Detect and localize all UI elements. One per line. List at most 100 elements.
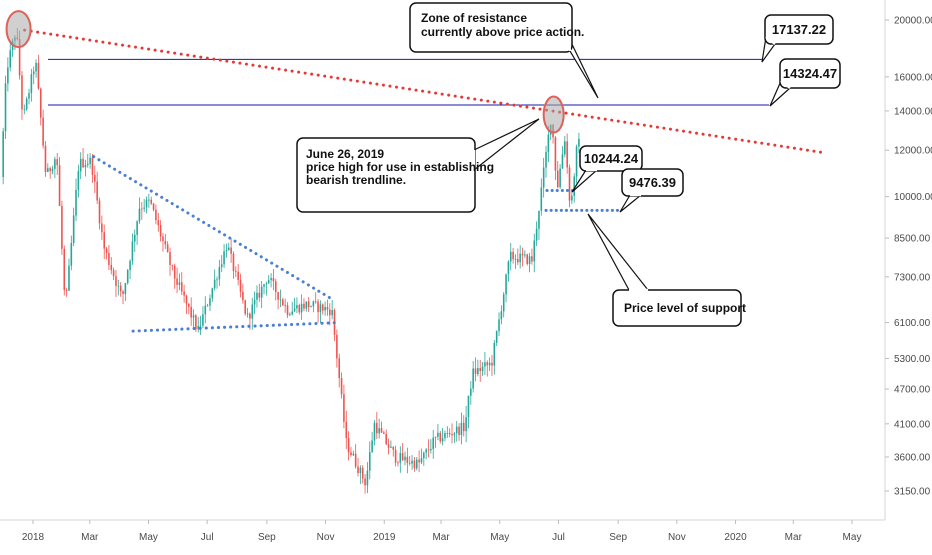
candle-body bbox=[28, 93, 30, 99]
candle-body bbox=[75, 189, 77, 216]
candle-body bbox=[213, 279, 216, 289]
candle-body bbox=[211, 288, 214, 299]
candle-body bbox=[470, 388, 472, 396]
candle-body bbox=[462, 422, 465, 432]
candle-body bbox=[345, 421, 348, 438]
candle-body bbox=[404, 456, 406, 461]
resistance-value-label-pointer-join bbox=[765, 36, 776, 45]
candle-body bbox=[282, 299, 284, 306]
candle-body bbox=[209, 298, 211, 306]
candle-body bbox=[42, 117, 44, 146]
candle-body bbox=[303, 303, 305, 309]
resistance-value-label-text: 14324.47 bbox=[783, 66, 837, 81]
candle-body bbox=[505, 274, 507, 295]
candle-body bbox=[32, 71, 35, 75]
candle-body bbox=[39, 88, 42, 118]
candle-body bbox=[411, 460, 413, 464]
candle-body bbox=[399, 453, 402, 463]
support-note-line: Price level of support bbox=[624, 301, 746, 315]
y-tick-label: 16000.00 bbox=[894, 72, 932, 83]
candle-body bbox=[96, 181, 98, 201]
candle-body bbox=[253, 299, 256, 305]
candle-body bbox=[507, 261, 510, 275]
candle-body bbox=[122, 291, 124, 294]
candle-body bbox=[77, 171, 80, 190]
support-value-label-pointer bbox=[571, 169, 599, 193]
candle-body bbox=[312, 301, 315, 307]
candle-body bbox=[227, 247, 230, 251]
resistance-note-line: Zone of resistance bbox=[421, 11, 527, 25]
x-tick-label: Mar bbox=[785, 532, 803, 543]
support-value-label-text: 10244.24 bbox=[584, 151, 639, 166]
y-tick-label: 20000.00 bbox=[894, 16, 932, 27]
candle-body bbox=[195, 315, 197, 330]
candle-body bbox=[371, 440, 373, 453]
candle-body bbox=[502, 294, 505, 312]
june-note-callout bbox=[296, 137, 476, 213]
resistance-note-line: currently above price action. bbox=[421, 25, 584, 39]
candle-body bbox=[51, 168, 54, 172]
candle-body bbox=[63, 248, 66, 290]
candle-body bbox=[86, 163, 89, 166]
resistance-value-label bbox=[779, 58, 841, 89]
candle-body bbox=[84, 165, 87, 168]
candle-body bbox=[533, 240, 536, 262]
candle-body bbox=[216, 279, 218, 281]
candle-body bbox=[528, 256, 531, 265]
candle-body bbox=[556, 170, 559, 188]
candle-body bbox=[171, 264, 174, 266]
candle-body bbox=[298, 305, 301, 313]
x-tick-label: Sep bbox=[609, 532, 627, 543]
y-tick-label: 8500.00 bbox=[894, 234, 931, 245]
candle-body bbox=[359, 467, 362, 474]
candle-body bbox=[427, 449, 430, 451]
candle-body bbox=[188, 303, 190, 307]
candle-body bbox=[547, 134, 550, 152]
candle-body bbox=[526, 254, 529, 265]
candle-body bbox=[542, 167, 545, 188]
candle-body bbox=[178, 282, 181, 285]
candle-body bbox=[329, 309, 331, 316]
x-tick-label: Nov bbox=[317, 532, 335, 543]
candle-body bbox=[143, 207, 145, 209]
candle-body bbox=[65, 289, 68, 291]
candle-body bbox=[498, 319, 500, 332]
candle-body bbox=[197, 326, 200, 330]
candle-body bbox=[119, 285, 122, 292]
candle-body bbox=[289, 314, 291, 316]
candle-body bbox=[277, 292, 279, 300]
candle-body bbox=[108, 252, 110, 265]
candle-body bbox=[460, 422, 463, 436]
candle-body bbox=[58, 165, 61, 206]
candle-body bbox=[124, 283, 127, 294]
candle-body bbox=[314, 301, 317, 303]
candle-body bbox=[237, 271, 239, 280]
candle-body bbox=[117, 285, 120, 287]
candle-body bbox=[239, 279, 242, 292]
candle-body bbox=[368, 452, 371, 471]
price-axis: 20000.00 16000.00 14000.00 12000.00 10000.00… bbox=[885, 16, 932, 498]
candle-body bbox=[129, 260, 131, 271]
candle-body bbox=[70, 243, 73, 266]
candle-body bbox=[432, 437, 435, 450]
candle-body bbox=[484, 362, 486, 367]
candle-body bbox=[162, 236, 164, 241]
candle-body bbox=[148, 199, 150, 201]
y-tick-label: 5300.00 bbox=[894, 354, 931, 365]
candle-body bbox=[564, 141, 566, 155]
candle-body bbox=[376, 423, 378, 434]
candle-body bbox=[423, 452, 425, 459]
candle-body bbox=[521, 253, 524, 256]
candle-body bbox=[535, 228, 538, 241]
candle-body bbox=[68, 265, 70, 291]
candle-body bbox=[561, 154, 564, 169]
candle-body bbox=[364, 478, 366, 486]
candle-body bbox=[350, 452, 352, 456]
candle-body bbox=[101, 223, 103, 233]
candle-body bbox=[392, 446, 395, 450]
candle-body bbox=[519, 253, 521, 263]
candle-body bbox=[444, 433, 446, 439]
candle-body bbox=[293, 308, 296, 312]
candle-body bbox=[408, 462, 411, 464]
